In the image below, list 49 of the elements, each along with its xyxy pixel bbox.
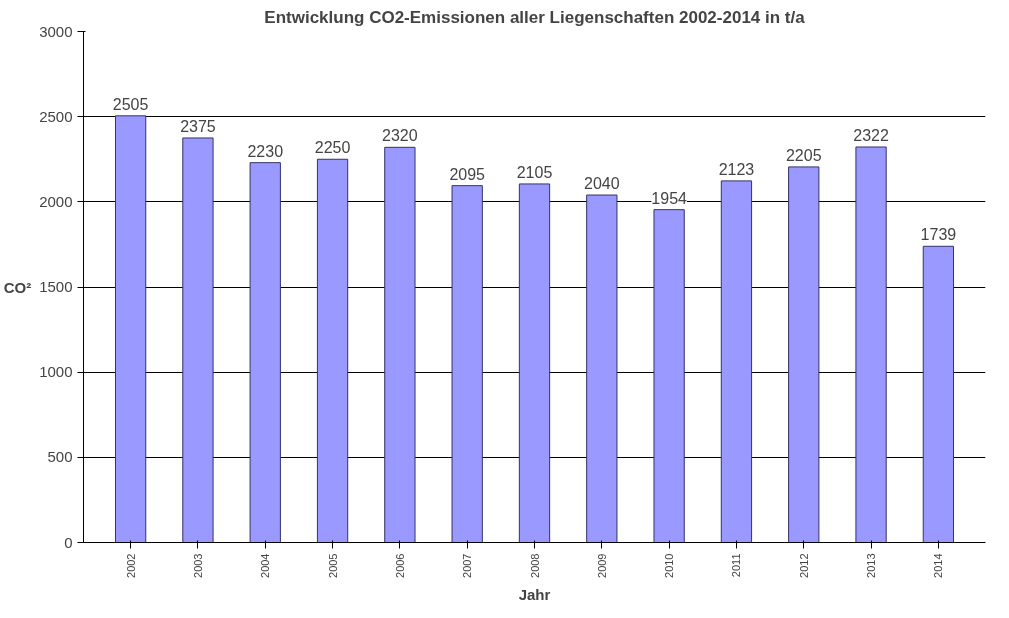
data-label: 2205 [785,146,822,164]
bar [720,180,753,543]
x-tick-label: 2014 [932,553,945,578]
y-tick-label: 1500 [39,278,73,295]
data-label: 2040 [584,175,620,193]
data-label: 1954 [651,189,688,207]
data-label: 2123 [718,160,755,178]
bar [653,209,685,543]
chart-title: Entwicklung CO2-Emissionen aller Liegenschaften 2002-2014 in t/a [264,7,806,27]
x-tick-label: 2010 [663,553,676,578]
y-tick-label: 1000 [39,363,73,381]
x-tick-label: 2013 [865,553,878,578]
y-tick-label: 0 [64,533,73,551]
y-tick-label: 3000 [39,22,73,40]
data-label: 2095 [449,165,486,183]
bar [384,146,416,543]
x-tick-label: 2012 [797,553,810,578]
data-label: 2105 [516,163,553,181]
x-tick-label: 2009 [595,553,608,578]
bar [518,183,551,543]
x-tick-label: 2002 [124,553,137,578]
bar [586,194,618,543]
bar [316,158,349,543]
bar [114,115,147,543]
x-tick-label: 2011 [730,553,743,578]
y-axis-title: CO² [3,278,32,296]
bar [922,245,955,543]
data-label: 1739 [920,226,957,244]
y-tick-label: 2000 [39,192,73,210]
y-tick-label: 2500 [39,107,73,125]
y-tick-label: 500 [47,448,73,466]
data-label: 2505 [112,95,149,113]
x-tick-label: 2003 [191,553,204,578]
bar [451,185,483,543]
data-label: 2375 [180,117,216,135]
x-tick-label: 2006 [393,553,406,578]
bar [182,137,214,543]
data-label: 2250 [314,139,351,157]
data-label: 2320 [382,127,418,145]
x-tick-label: 2004 [259,553,272,578]
bar [855,146,887,543]
x-tick-label: 2007 [461,553,474,578]
x-tick-label: 2008 [528,553,541,578]
x-axis-title: Jahr [518,585,551,603]
data-label: 2322 [853,126,889,144]
bar [788,166,820,543]
bar [249,162,281,543]
data-label: 2230 [247,142,284,160]
x-tick-label: 2005 [326,553,339,578]
